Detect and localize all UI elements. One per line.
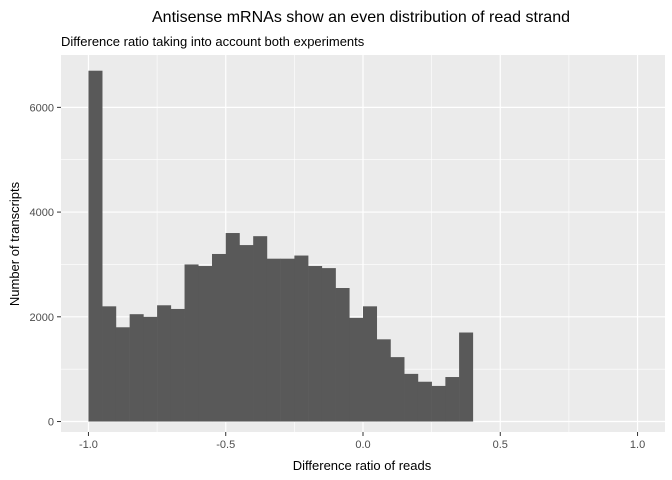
histogram-bar [129, 314, 144, 422]
y-axis: 0 2000 4000 6000 [30, 102, 61, 429]
histogram-bar [417, 381, 432, 422]
histogram-bar [212, 253, 227, 422]
y-tick-label: 0 [48, 417, 54, 429]
histogram-bar [404, 373, 419, 422]
y-tick-label: 4000 [30, 207, 54, 219]
histogram-bar [184, 264, 199, 422]
chart-title: Antisense mRNAs show an even distributio… [152, 9, 570, 26]
histogram-bar [170, 308, 185, 422]
histogram-bar [266, 258, 281, 422]
histogram-bar [459, 332, 474, 422]
x-tick-label: -0.5 [216, 439, 235, 451]
x-axis: -1.0 -0.5 0.0 0.5 1.0 [79, 432, 645, 451]
histogram-bar [280, 258, 295, 422]
histogram-bar [445, 377, 460, 422]
x-tick-label: 1.0 [630, 439, 645, 451]
histogram-bar [102, 306, 117, 422]
histogram-bar [431, 385, 446, 422]
histogram-bar [239, 245, 254, 422]
histogram-bar [376, 339, 391, 422]
histogram-bar [253, 236, 268, 422]
y-axis-title: Number of transcripts [7, 181, 22, 306]
histogram-bar [335, 288, 350, 422]
histogram-bar [225, 233, 240, 422]
histogram-bar [390, 357, 405, 422]
histogram-bar [198, 266, 213, 422]
x-tick-label: 0.5 [493, 439, 508, 451]
histogram-bar [294, 255, 309, 422]
histogram-bar [321, 268, 336, 422]
y-tick-label: 2000 [30, 312, 54, 324]
histogram-bar [143, 316, 158, 422]
histogram-bar [157, 305, 172, 422]
histogram-bars [88, 70, 474, 422]
histogram-bar [115, 327, 130, 422]
histogram-bar [363, 306, 378, 422]
histogram-bar [349, 317, 364, 422]
x-tick-label: -1.0 [79, 439, 98, 451]
y-tick-label: 6000 [30, 102, 54, 114]
histogram-bar [308, 266, 323, 422]
chart-subtitle: Difference ratio taking into account bot… [61, 34, 365, 49]
x-axis-title: Difference ratio of reads [293, 458, 432, 473]
histogram-bar [88, 70, 103, 422]
x-tick-label: 0.0 [355, 439, 370, 451]
